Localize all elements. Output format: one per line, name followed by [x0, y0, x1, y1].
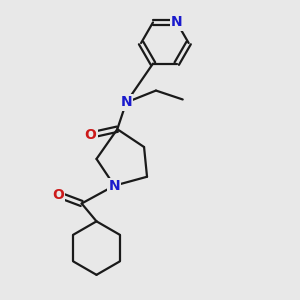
- Text: N: N: [109, 179, 120, 193]
- Text: N: N: [120, 95, 132, 110]
- Text: N: N: [171, 15, 183, 29]
- Text: O: O: [52, 188, 64, 202]
- Text: O: O: [85, 128, 97, 142]
